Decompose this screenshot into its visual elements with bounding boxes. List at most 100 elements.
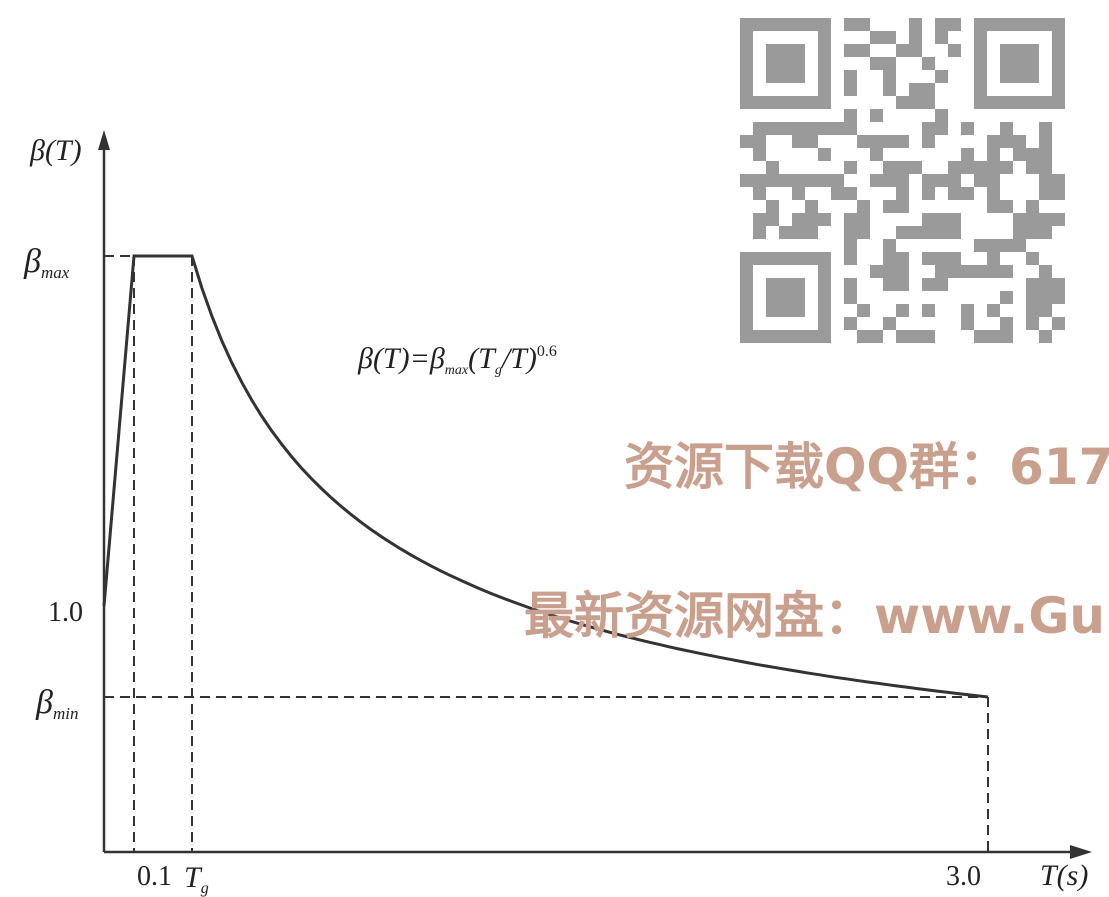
qr-module — [740, 18, 753, 109]
qr-module — [1000, 44, 1039, 83]
y-axis-label: β(T) — [29, 134, 82, 167]
watermark-line-1: 资源下载QQ群：617 — [624, 438, 1109, 496]
qr-module — [909, 18, 922, 31]
qr-module — [987, 148, 1000, 161]
qr-module — [935, 226, 948, 239]
y-axis-arrow — [98, 130, 110, 150]
qr-module — [740, 252, 831, 265]
qr-module — [844, 291, 857, 304]
spectrum-curve — [102, 254, 989, 699]
qr-module — [922, 252, 935, 265]
qr-module — [909, 31, 922, 44]
qr-module — [844, 109, 857, 122]
qr-module — [922, 187, 935, 200]
qr-module — [766, 278, 805, 317]
qr-module — [831, 187, 844, 200]
qr-module — [935, 278, 948, 291]
qr-module — [896, 252, 909, 265]
qr-module — [974, 174, 987, 187]
qr-module — [987, 265, 1000, 278]
qr-module — [1026, 278, 1039, 291]
qr-module — [1039, 122, 1052, 135]
qr-module — [935, 109, 948, 122]
qr-module — [883, 31, 896, 44]
qr-module — [844, 278, 857, 291]
qr-module — [883, 135, 896, 148]
qr-module — [909, 330, 922, 343]
qr-module — [1039, 135, 1052, 148]
qr-module — [844, 187, 857, 200]
qr-module — [1052, 187, 1065, 200]
qr-module — [818, 174, 831, 187]
qr-module — [857, 213, 870, 226]
qr-module — [766, 200, 779, 213]
qr-module — [1026, 317, 1039, 330]
qr-module — [870, 135, 883, 148]
x-tick-t-g: Tg — [184, 861, 209, 897]
qr-module — [857, 44, 870, 57]
y-tick-beta-min: βmin — [35, 684, 78, 723]
qr-module — [792, 213, 805, 226]
qr-module — [987, 239, 1000, 252]
qr-module — [1000, 330, 1013, 343]
qr-module — [987, 187, 1000, 200]
qr-module — [896, 187, 909, 200]
y-tick-1-0: 1.0 — [48, 597, 83, 628]
qr-module — [844, 70, 857, 83]
qr-module — [922, 278, 935, 291]
qr-module — [1000, 161, 1013, 174]
qr-module — [1000, 291, 1013, 304]
qr-module — [857, 304, 870, 317]
qr-module — [779, 226, 792, 239]
qr-module — [961, 317, 974, 330]
qr-module — [935, 174, 948, 187]
qr-module — [1039, 291, 1052, 304]
qr-module — [766, 213, 779, 226]
qr-module — [961, 148, 974, 161]
qr-module — [922, 304, 935, 317]
qr-module — [870, 265, 883, 278]
x-axis-label: T(s) — [1040, 859, 1088, 892]
qr-module — [1026, 200, 1039, 213]
qr-module — [974, 18, 1065, 31]
qr-module — [974, 239, 987, 252]
qr-module — [948, 265, 961, 278]
watermark-line-2: 最新资源网盘：www.Gui — [524, 587, 1109, 645]
qr-module — [844, 161, 857, 174]
qr-module — [1000, 135, 1013, 148]
qr-module — [857, 226, 870, 239]
qr-module — [1039, 161, 1052, 174]
qr-module — [935, 18, 948, 31]
qr-module — [935, 31, 948, 44]
qr-module — [896, 96, 909, 109]
qr-module — [883, 317, 896, 330]
qr-module — [987, 174, 1000, 187]
qr-module — [805, 200, 818, 213]
qr-module — [740, 135, 753, 148]
qr-module — [1026, 304, 1039, 317]
qr-module — [870, 57, 883, 70]
qr-module — [883, 57, 896, 70]
qr-module — [1013, 226, 1026, 239]
qr-module — [922, 122, 935, 135]
qr-module — [766, 174, 779, 187]
qr-module — [818, 122, 831, 135]
qr-module — [974, 96, 1065, 109]
qr-module — [935, 70, 948, 83]
qr-module — [883, 200, 896, 213]
qr-module — [948, 187, 961, 200]
qr-module — [1000, 239, 1013, 252]
qr-module — [1026, 148, 1039, 161]
qr-module — [948, 44, 961, 57]
qr-module — [935, 252, 948, 265]
qr-module — [896, 44, 909, 57]
qr-module — [896, 330, 909, 343]
qr-module — [896, 265, 909, 278]
x-tick-0-1: 0.1 — [137, 861, 172, 892]
qr-module — [1052, 278, 1065, 291]
qr-module — [740, 96, 831, 109]
qr-module — [1013, 213, 1026, 226]
qr-module — [974, 161, 987, 174]
qr-module — [753, 187, 766, 200]
